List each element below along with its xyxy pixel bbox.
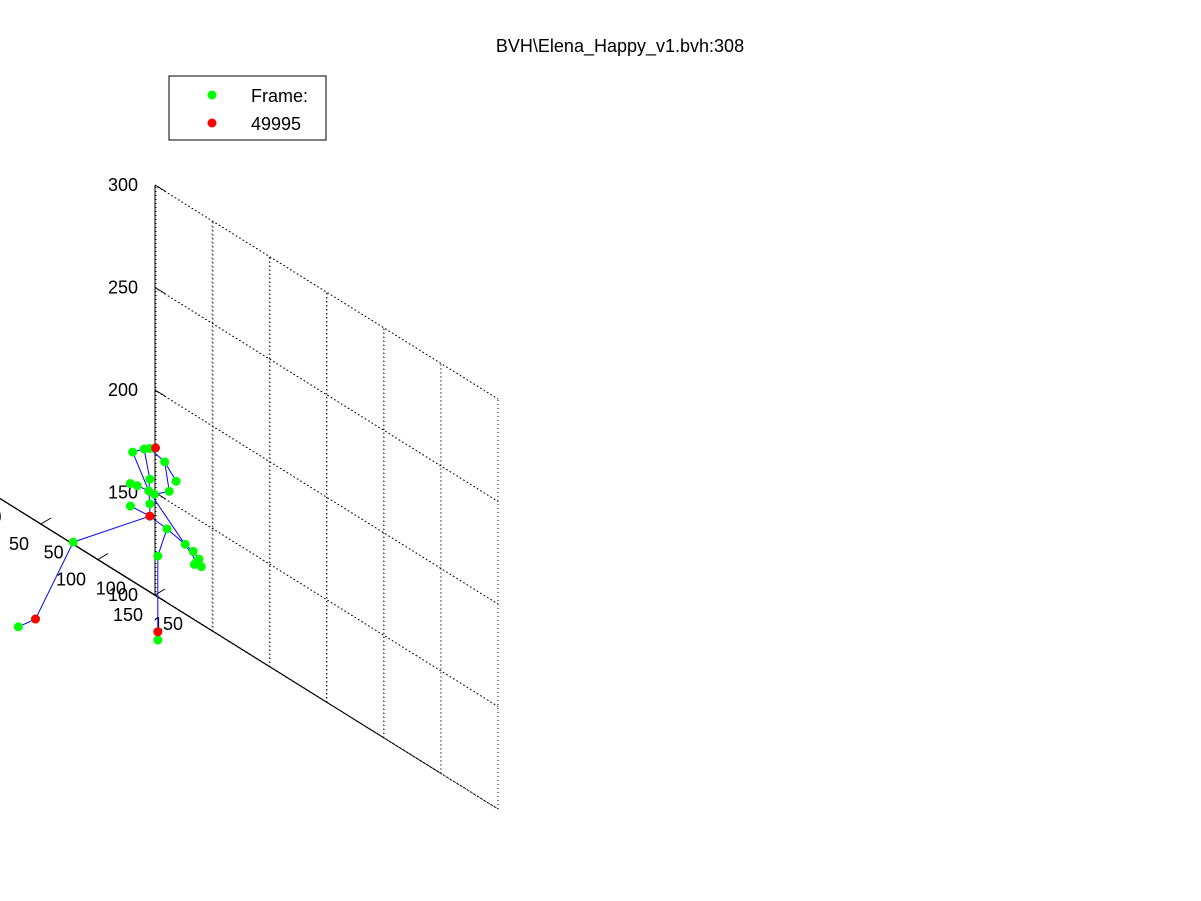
z-tick [154, 184, 166, 192]
x-tick-label: 100 [96, 578, 126, 598]
joint-point-head-left [139, 444, 149, 454]
joint-point-right-leg [153, 551, 163, 561]
y-tick-label: 100 [56, 570, 86, 590]
joint-point-left-hip [125, 501, 135, 511]
legend-label-frame: Frame: [251, 86, 308, 106]
joint-point-left-toe [13, 622, 23, 632]
joint-point-right-foot-1 [188, 546, 198, 556]
z-tick-label: 300 [108, 175, 138, 195]
legend-marker-frame [207, 90, 217, 100]
x-tick [89, 553, 100, 561]
grid-floor-y-line [0, 497, 328, 703]
grid-floor-x-line [0, 497, 213, 632]
joint-point-head-right [160, 457, 170, 467]
grid-floor-y-line [0, 498, 214, 632]
marker-point-head [151, 443, 161, 453]
x-tick [146, 589, 157, 597]
z-tick [154, 389, 166, 397]
marker-point-right-ankle [153, 627, 163, 637]
joint-point-hand-2 [132, 481, 142, 491]
y-tick-label: 150 [113, 605, 143, 625]
legend: Frame: 49995 [168, 75, 327, 141]
y-tick [40, 517, 52, 525]
y-tick [154, 588, 166, 596]
bone-line [73, 515, 150, 543]
z-tick [154, 287, 166, 294]
legend-label-number: 49995 [251, 114, 301, 134]
grid-back-z-line [154, 287, 499, 502]
legend-box [168, 75, 327, 141]
grid-floor-y-line [40, 523, 385, 739]
grid-back-z-line [154, 184, 499, 400]
x-tick-label: 50 [44, 543, 64, 563]
marker-point-hips [145, 511, 155, 521]
z-tick-label: 100 [108, 585, 138, 605]
z-tick [154, 594, 166, 602]
x-tick-label: 0 [0, 507, 2, 527]
joint-point-hand-4 [149, 489, 159, 499]
joint-point-right-elbow [164, 486, 174, 496]
bone-line [143, 448, 151, 480]
bone-line [132, 451, 150, 491]
joint-point-right-shoulder [171, 476, 181, 486]
bone-line [157, 528, 168, 557]
grid-layer [0, 184, 499, 810]
joint-point-right-toe [153, 635, 163, 645]
grid-floor-x-line [0, 498, 327, 703]
joint-point-left-shoulder [128, 447, 138, 457]
joint-point-right-foot-5 [189, 559, 199, 569]
joint-layer [13, 443, 206, 645]
joint-point-right-foot-4 [196, 562, 206, 572]
grid-back-z-line [154, 389, 499, 605]
grid-back-z-line [154, 594, 499, 810]
bone-line [148, 490, 198, 563]
joint-point-spine [145, 499, 155, 509]
z-tick-label: 200 [108, 380, 138, 400]
legend-marker-number [207, 118, 217, 128]
z-tick-label: 250 [108, 278, 138, 298]
joint-point-hand-1 [125, 478, 135, 488]
y-tick-label: 50 [9, 534, 29, 554]
grid-back-z-line [154, 492, 499, 707]
y-tick [97, 553, 109, 560]
axis-layer: -150-100-50050100150-150-100-50050100150… [0, 175, 183, 634]
joint-point-left-knee [68, 537, 78, 547]
grid-floor-y-line [97, 559, 442, 774]
chart-title: BVH\Elena_Happy_v1.bvh:308 [496, 36, 744, 57]
joint-point-right-up-leg [180, 539, 190, 549]
bone-line [35, 541, 74, 620]
bone-line [164, 461, 170, 492]
joint-point-right-hip [162, 524, 172, 534]
marker-point-left-ankle [30, 614, 40, 624]
x-tick [32, 518, 42, 526]
joint-point-left-elbow [145, 474, 155, 484]
